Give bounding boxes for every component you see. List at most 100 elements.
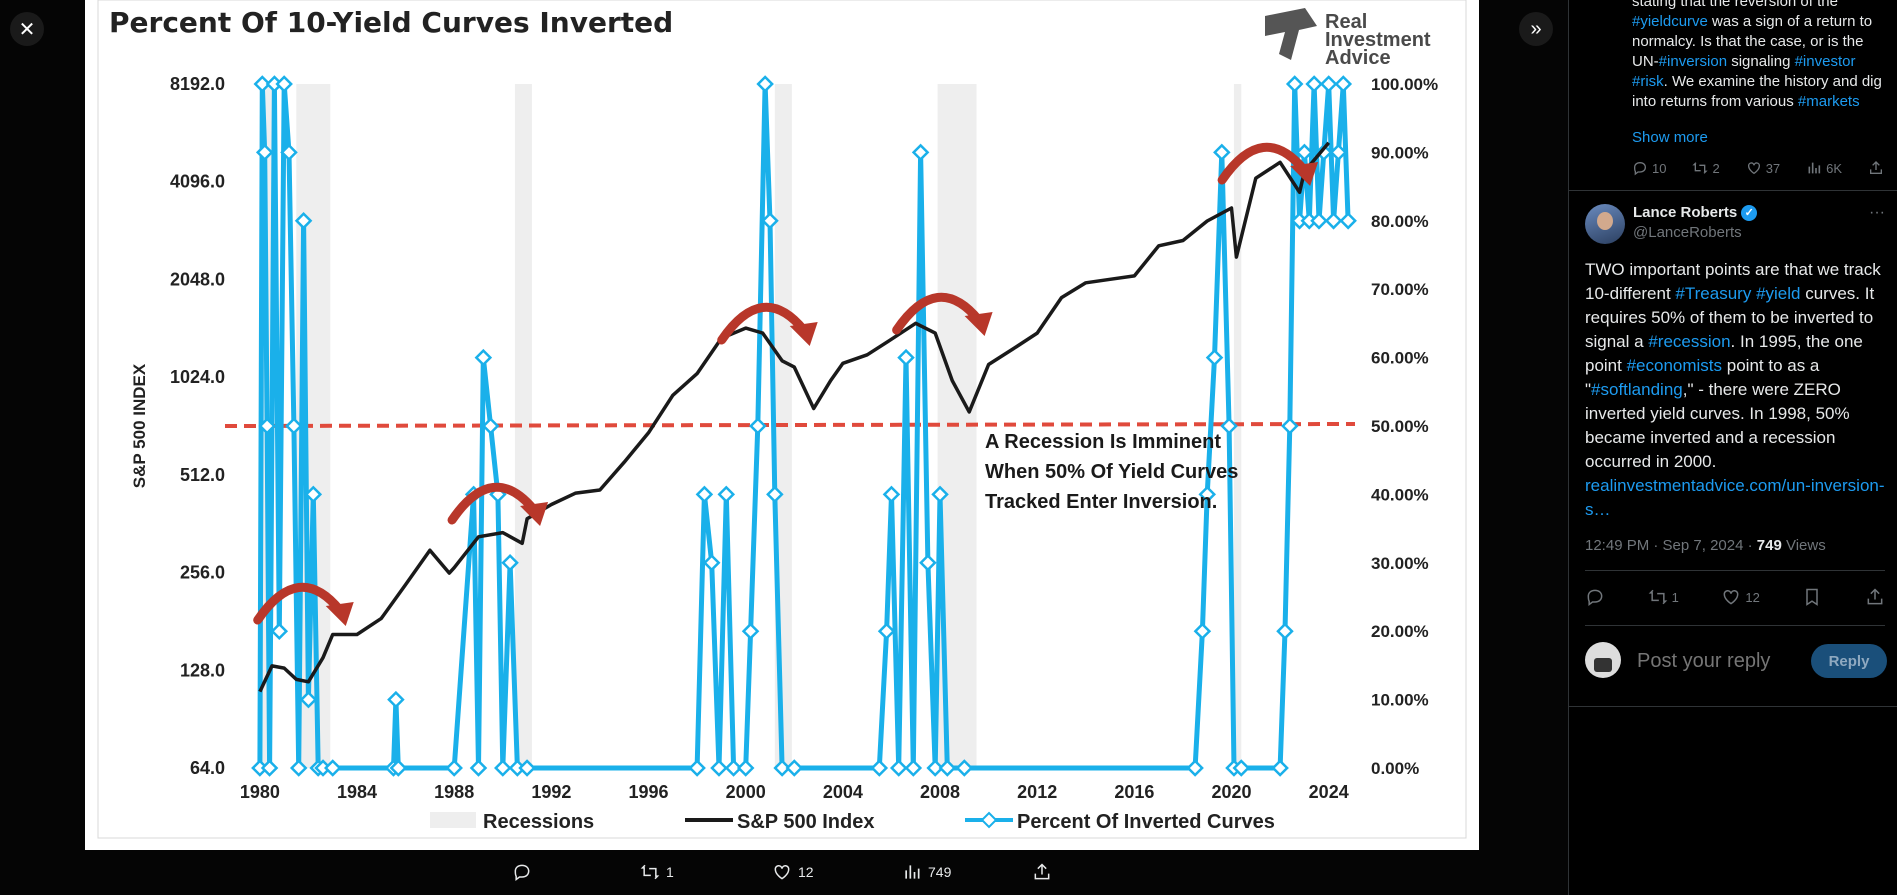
post-timestamp[interactable]: 12:49 PM · Sep 7, 2024 · 749 Views (1585, 537, 1826, 554)
prev-like-count: 37 (1765, 160, 1781, 176)
avatar[interactable] (1585, 204, 1625, 244)
inverted-curves-point (1315, 143, 1333, 162)
y-right-tick-label: 40.00% (1371, 485, 1429, 504)
y-right-tick-label: 10.00% (1371, 691, 1429, 710)
reply-action[interactable] (512, 862, 538, 882)
hashtag-link[interactable]: #Treasury (1675, 284, 1752, 303)
inverted-curves-point (955, 759, 974, 777)
y-right-tick-label: 0.00% (1371, 759, 1419, 778)
x-tick-label: 1992 (531, 782, 571, 802)
inverted-curves-point (756, 75, 774, 93)
avatar[interactable] (1585, 642, 1621, 678)
share-icon (1870, 161, 1883, 174)
y-left-axis-label: S&P 500 INDEX (130, 363, 149, 488)
prev-share-action[interactable] (1868, 160, 1884, 176)
prev-repost-count: 2 (1712, 160, 1720, 176)
logo-text-line2: Investment (1325, 29, 1431, 51)
inverted-curves-point (766, 485, 784, 504)
inverted-curves-point (877, 622, 896, 640)
previous-post-metrics: 10 2 37 6K (1632, 160, 1884, 176)
x-tick-label: 2012 (1017, 782, 1057, 802)
inverted-curves-point (870, 759, 889, 777)
text-fragment: was a sign of a return to normalcy. Is t… (1632, 13, 1873, 70)
like-button[interactable]: 12 (1721, 587, 1760, 607)
reply-button[interactable] (1585, 587, 1605, 607)
bookmark-button[interactable] (1802, 587, 1822, 607)
inverted-curves-point (1310, 212, 1328, 230)
verified-badge-icon: ✓ (1741, 204, 1758, 221)
repost-icon (640, 864, 660, 880)
y-left-tick-label: 128.0 (180, 660, 225, 680)
more-options-icon[interactable]: ··· (1869, 204, 1885, 221)
inverted-curves-point (695, 485, 714, 504)
reply-input[interactable] (1635, 646, 1809, 676)
rate-arrow (892, 292, 984, 335)
inverted-curves-point (285, 417, 303, 435)
author-name[interactable]: Lance Roberts (1633, 204, 1738, 221)
annotation-text: When 50% Of Yield Curves (985, 461, 1238, 483)
annotation-text: Tracked Enter Inversion. (985, 491, 1217, 513)
close-button[interactable]: ✕ (10, 12, 44, 46)
inverted-curves-point (1276, 622, 1294, 640)
logo-text-line1: Real (1325, 11, 1367, 33)
prev-like-action[interactable]: 37 (1746, 160, 1780, 176)
inverted-curves-point (773, 759, 791, 777)
reply-icon (1633, 161, 1647, 176)
inverted-curves-point (761, 212, 779, 230)
prev-reply-action[interactable]: 10 (1632, 160, 1666, 176)
x-tick-label: 2020 (1212, 782, 1252, 802)
text-fragment: . In 1995, the one point (1585, 332, 1863, 375)
reply-submit-button[interactable]: Reply (1811, 644, 1887, 678)
repost-action[interactable]: 1 (640, 862, 674, 882)
y-left-tick-label: 64.0 (190, 758, 225, 778)
repost-count: 1 (666, 864, 674, 880)
repost-count: 1 (1671, 589, 1679, 605)
y-right-tick-label: 70.00% (1371, 280, 1429, 299)
collapse-sidebar-button[interactable]: » (1519, 12, 1553, 46)
rate-arrow-head (520, 502, 549, 526)
rate-arrow-head (789, 322, 818, 346)
hashtag-link[interactable]: #investor (1794, 53, 1856, 70)
hashtag-link[interactable]: #yieldcurve (1632, 13, 1708, 30)
hashtag-link[interactable]: #risk (1632, 73, 1664, 90)
inverted-curves-point (1324, 212, 1343, 230)
reply-icon (1587, 589, 1603, 606)
share-action[interactable] (1032, 862, 1052, 882)
rate-arrow (1217, 142, 1309, 185)
inverted-curves-point (1295, 143, 1314, 162)
post-sidebar: stating that the reversion of the #yield… (1568, 0, 1897, 895)
prev-views-action[interactable]: 6K (1806, 160, 1842, 176)
share-icon (1867, 588, 1883, 605)
author-handle[interactable]: @LanceRoberts (1633, 224, 1742, 241)
inverted-curves-point (481, 417, 500, 435)
y-right-tick-label: 80.00% (1371, 212, 1429, 231)
text-fragment: TWO important points are that we track 1… (1585, 260, 1881, 303)
prev-repost-action[interactable]: 2 (1692, 160, 1720, 176)
hashtag-link[interactable]: #economists (1626, 356, 1723, 375)
hashtag-link[interactable]: #recession (1648, 332, 1731, 351)
hashtag-link[interactable]: #inversion (1658, 53, 1728, 70)
repost-icon (1692, 162, 1709, 174)
inverted-curves-point (785, 759, 804, 777)
inverted-curves-point (253, 75, 272, 93)
rate-arrow (717, 302, 809, 345)
hashtag-link[interactable]: #softlanding (1591, 380, 1683, 399)
text-fragment: ," - there were ZERO inverted yield curv… (1585, 380, 1850, 471)
heart-icon (1747, 162, 1760, 175)
heart-icon (774, 864, 790, 880)
views-action[interactable]: 749 (902, 862, 951, 882)
show-more-link[interactable]: Show more (1632, 129, 1708, 146)
chart-image: Percent Of 10-Yield Curves Inverted Real I… (85, 0, 1479, 850)
inverted-curves-point (280, 143, 298, 162)
legend-recession-swatch (430, 812, 476, 828)
hashtag-link[interactable]: #yield (1756, 284, 1801, 303)
like-action[interactable]: 12 (772, 862, 814, 882)
share-button[interactable] (1865, 587, 1885, 607)
inverted-curves-point (260, 759, 279, 777)
views-icon (905, 865, 920, 879)
inverted-curves-point (1198, 485, 1217, 504)
hashtag-link[interactable]: #markets (1797, 93, 1860, 110)
hashtag-link[interactable]: realinvestmentadvice.com/un-inversion-s… (1585, 476, 1885, 519)
repost-button[interactable]: 1 (1648, 587, 1679, 607)
reply-composer: Reply (1585, 640, 1887, 680)
